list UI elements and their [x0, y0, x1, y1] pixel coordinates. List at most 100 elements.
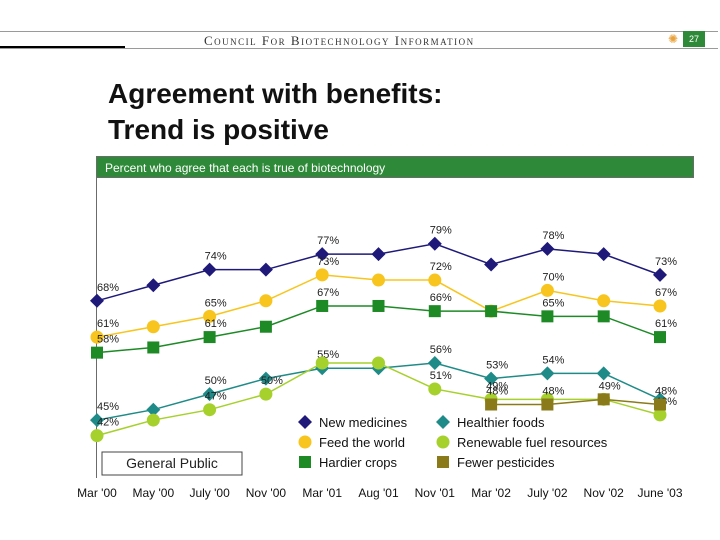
x-tick-label: July '02: [527, 486, 568, 500]
data-point: [259, 294, 273, 308]
data-label: 50%: [261, 375, 283, 387]
legend-swatch: [299, 456, 311, 468]
data-label: 50%: [205, 375, 227, 387]
data-point: [90, 330, 104, 344]
header-rule: [0, 31, 718, 49]
x-tick-label: June '03: [638, 486, 683, 500]
data-label: 58%: [97, 334, 119, 346]
x-tick-label: Nov '02: [584, 486, 625, 500]
data-point: [427, 356, 442, 371]
data-point: [315, 356, 329, 370]
data-label: 78%: [542, 230, 564, 242]
data-label: 65%: [205, 297, 227, 309]
data-label: 74%: [205, 251, 227, 263]
legend-swatch: [298, 415, 312, 429]
legend-label: Feed the world: [319, 435, 405, 450]
data-label: 45%: [97, 401, 119, 413]
data-point: [596, 247, 611, 262]
data-point: [484, 371, 499, 386]
data-label: 56%: [430, 344, 452, 356]
data-point: [146, 278, 161, 293]
data-point: [371, 247, 386, 262]
title-line-2: Trend is positive: [108, 114, 329, 145]
data-point: [203, 403, 217, 417]
data-point: [428, 305, 441, 318]
x-tick-label: Mar '02: [471, 486, 511, 500]
data-point: [427, 236, 442, 251]
data-label: 54%: [542, 354, 564, 366]
legend-swatch: [298, 435, 312, 449]
annotation-label: General Public: [126, 455, 218, 471]
legend-swatch: [436, 435, 450, 449]
slide-title: Agreement with benefits: Trend is positi…: [108, 76, 442, 148]
header-accent-bar: [0, 46, 125, 48]
title-line-1: Agreement with benefits:: [108, 78, 443, 109]
data-point: [315, 247, 330, 262]
data-point: [653, 267, 667, 282]
data-point: [597, 294, 611, 308]
x-tick-label: May '00: [132, 486, 174, 500]
data-point: [203, 331, 216, 344]
data-point: [90, 429, 104, 443]
data-point: [372, 356, 385, 370]
data-point: [654, 398, 666, 411]
data-label: 73%: [317, 256, 339, 268]
data-point: [428, 273, 442, 287]
x-tick-label: Mar '01: [302, 486, 342, 500]
data-point: [540, 366, 555, 381]
data-point: [653, 408, 667, 422]
series-line: [491, 398, 661, 406]
annotation-box: [101, 451, 243, 476]
data-point: [484, 257, 499, 272]
data-point: [596, 366, 611, 381]
data-label: 67%: [317, 287, 339, 299]
data-point: [202, 262, 217, 277]
data-point: [90, 293, 104, 308]
chart-title-bar: Percent who agree that each is true of b…: [96, 156, 694, 178]
data-point: [203, 309, 217, 323]
data-label: 73%: [655, 256, 677, 268]
data-point: [91, 346, 103, 359]
x-tick-label: July '00: [189, 486, 230, 500]
data-label: 48%: [655, 386, 677, 398]
data-point: [316, 299, 329, 312]
data-label: 77%: [317, 235, 339, 247]
data-point: [146, 402, 161, 417]
data-point: [258, 371, 273, 386]
legend-label: Fewer pesticides: [457, 455, 555, 470]
data-point: [540, 241, 555, 256]
sunburst-icon: ✺: [668, 32, 679, 46]
org-name: Council For Biotechnology Information: [204, 33, 475, 48]
data-point: [485, 305, 498, 318]
data-label: 72%: [430, 261, 452, 273]
x-tick-label: Nov '00: [246, 486, 287, 500]
data-label: 65%: [542, 297, 564, 309]
data-label: 47%: [205, 391, 227, 403]
data-point: [541, 398, 554, 411]
data-point: [653, 299, 667, 313]
data-point: [259, 387, 273, 401]
data-label: 61%: [97, 318, 119, 330]
data-label: 48%: [486, 386, 508, 398]
data-point: [259, 320, 272, 333]
legend-label: Hardier crops: [319, 455, 398, 470]
data-point: [90, 413, 104, 428]
x-tick-label: Nov '01: [415, 486, 456, 500]
chart-frame: [96, 178, 694, 478]
data-point: [654, 331, 666, 344]
data-point: [258, 262, 273, 277]
data-label: 79%: [430, 225, 452, 237]
data-point: [597, 310, 610, 323]
data-point: [428, 382, 442, 396]
data-label: 53%: [486, 360, 508, 372]
data-label: 49%: [486, 380, 508, 392]
data-point: [372, 273, 385, 287]
legend-label: New medicines: [319, 415, 408, 430]
data-point: [541, 310, 554, 323]
x-tick-label: Aug '01: [358, 486, 399, 500]
data-label: 67%: [655, 287, 677, 299]
data-label: 61%: [655, 318, 677, 330]
x-tick-label: Mar '00: [77, 486, 117, 500]
legend-label: Renewable fuel resources: [457, 435, 608, 450]
